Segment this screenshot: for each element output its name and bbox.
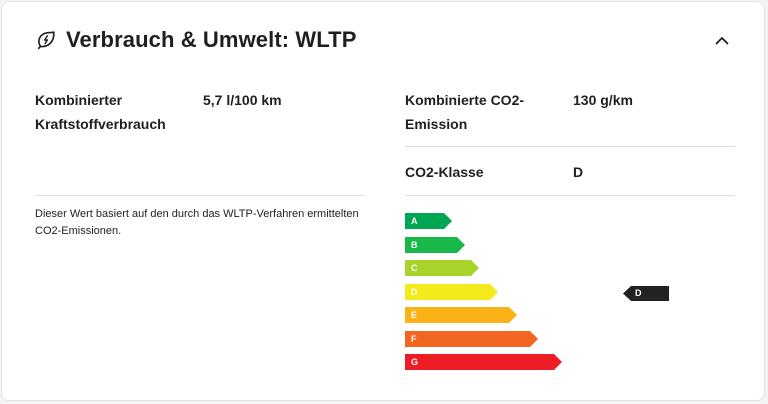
current-class-letter: D [635,288,642,298]
scale-bar-b: B [405,237,465,253]
chevron-up-icon [715,36,729,44]
co2-class-value: D [573,164,584,180]
leaf-icon [37,31,55,50]
collapse-button[interactable] [710,28,734,52]
scale-bar-c: C [405,260,479,276]
scale-bar-a: A [405,213,452,229]
fuel-consumption-value: 5,7 l/100 km [203,92,282,108]
divider [405,195,735,196]
scale-bar-g: G [405,354,562,370]
divider [405,146,735,147]
scale-bar-letter: C [411,263,418,273]
co2-emission-value: 130 g/km [573,92,633,108]
current-class-marker: D [623,286,669,301]
scale-bar-letter: B [411,240,418,250]
scale-bar-e: E [405,307,517,323]
scale-bar-f: F [405,331,538,347]
scale-bar-letter: A [411,216,418,226]
scale-bar-d: D [405,284,498,300]
scale-bar-letter: F [411,334,417,344]
co2-class-label: CO2-Klasse [405,164,484,180]
scale-bar-letter: G [411,357,419,367]
wltp-note: Dieser Wert basiert auf den durch das WL… [35,208,359,237]
co2-emission-label: Kombinierte CO2-Emission [405,92,525,132]
scale-bar-letter: D [411,287,418,297]
scale-bar-letter: E [411,310,418,320]
section-title: Verbrauch & Umwelt: WLTP [66,27,357,52]
card-header[interactable]: Verbrauch & Umwelt: WLTP [35,24,734,56]
divider [35,195,365,196]
fuel-consumption-label: Kombinierter Kraftstoffverbrauch [35,92,166,132]
